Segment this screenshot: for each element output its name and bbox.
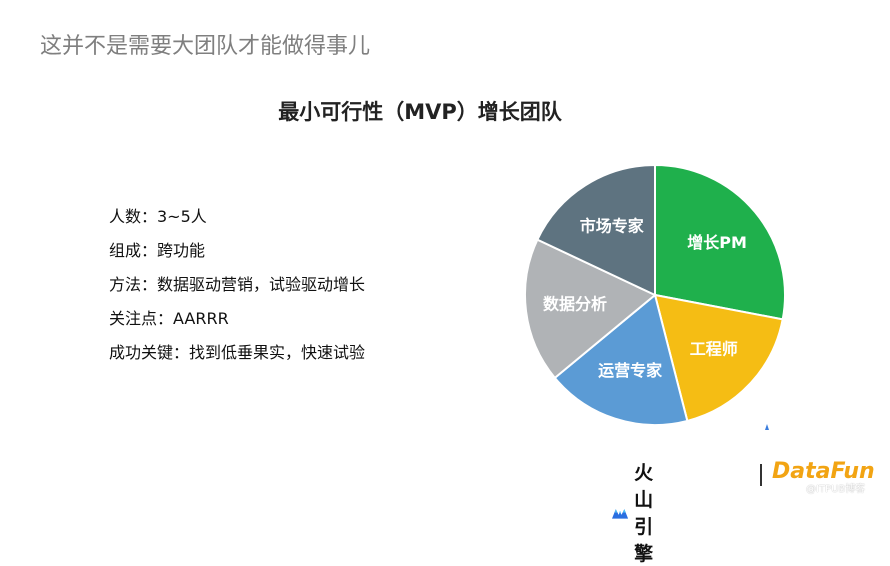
volcano-logo-text: 火山引擎 [634,462,655,565]
fact-item-method: 方法：数据驱动营销，试验驱动增长 [109,275,366,294]
pie-slice-2 [553,293,689,426]
pie-slice-label-4: 市场专家 [580,216,645,235]
pie-slice-label-3: 数据分析 [543,295,607,314]
pie-slice-label-2: 运营专家 [598,361,663,380]
slide-title: 这并不是需要大团队才能做得事儿 [40,34,371,59]
pie-slice-1 [653,293,784,423]
fact-list: 人数：3~5人 组成：跨功能 方法：数据驱动营销，试验驱动增长 关注点：AARR… [109,204,365,374]
volcano-logo-icon [612,509,629,519]
pie-slice-label-0: 增长PM [687,233,747,252]
fact-item-focus: 关注点：AARRR [109,309,229,328]
datafun-logo: DataFun [772,459,875,484]
fact-item-success-key: 成功关键：找到低垂果实，快速试验 [109,343,366,362]
logo-divider [760,464,762,486]
watermark-text: @ITPUB博客 [806,484,866,495]
fact-item-composition: 组成：跨功能 [109,241,206,260]
volcano-engine-logo: 火山引擎 [612,458,672,566]
chart-title: 最小可行性（MVP）增长团队 [278,100,562,124]
pie-slice-3 [524,238,657,380]
small-marker-icon [765,424,769,430]
pie-slice-label-1: 工程师 [690,340,738,359]
pie-slice-0 [654,163,786,321]
fact-item-team-size: 人数：3~5人 [109,207,207,226]
pie-slice-4 [536,163,656,297]
